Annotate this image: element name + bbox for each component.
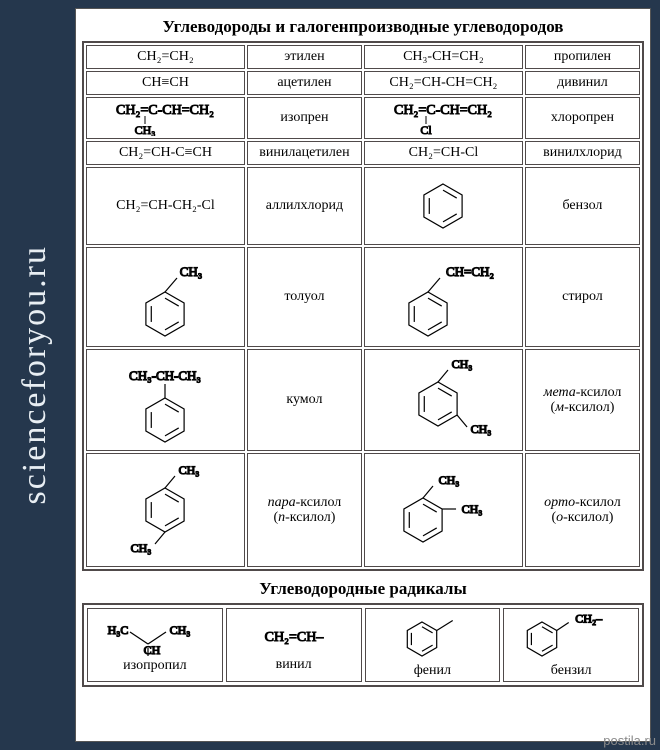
name-cell: дивинил: [525, 71, 640, 95]
name-cell: мета-ксилол(м-ксилол): [525, 349, 640, 451]
name-cell: стирол: [525, 247, 640, 347]
formula-cell: CH₂=C-CH=CH₂ CH₃: [86, 97, 245, 139]
radical-cell: CH₂=CH–винил: [226, 608, 362, 682]
formula-cell: [364, 167, 523, 245]
svg-text:H₃C: H₃C: [107, 623, 128, 637]
formula-cell: CH₂=CH-C≡CH: [86, 141, 245, 165]
svg-text:CH₃: CH₃: [462, 502, 483, 516]
formula-cell: CH₃: [86, 247, 245, 347]
svg-text:CH₂=CH–: CH₂=CH–: [264, 630, 324, 645]
formula-cell: CH₂=CH-Cl: [364, 141, 523, 165]
formula-cell: CH₂=CH-CH=CH₂: [364, 71, 523, 95]
formula-cell: CH₃-CH=CH₂: [364, 45, 523, 69]
svg-text:CH₃: CH₃: [439, 473, 460, 487]
formula-cell: CH₃ CH₃: [364, 349, 523, 451]
name-cell: бензол: [525, 167, 640, 245]
formula-cell: CH₂=CH-CH₂-Cl: [86, 167, 245, 245]
formula-cell: CH₃ CH₃: [364, 453, 523, 567]
hydrocarbons-table: CH₂=CH₂этиленCH₃-CH=CH₂пропилен CH≡CHацет…: [82, 41, 644, 571]
section-title-1: Углеводороды и галогенпроизводные углево…: [82, 17, 644, 37]
svg-text:CH₂=C-CH=CH₂: CH₂=C-CH=CH₂: [117, 103, 215, 118]
name-cell: винилацетилен: [247, 141, 362, 165]
svg-text:CH₂=C-CH=CH₂: CH₂=C-CH=CH₂: [394, 103, 492, 118]
svg-text:CH₃: CH₃: [180, 264, 203, 279]
formula-cell: CH₃ CH₃: [86, 453, 245, 567]
name-cell: аллилхлорид: [247, 167, 362, 245]
name-cell: толуол: [247, 247, 362, 347]
svg-text:CH₃: CH₃: [135, 123, 156, 136]
svg-text:CH₃: CH₃: [169, 623, 190, 637]
name-cell: ацетилен: [247, 71, 362, 95]
formula-cell: CH=CH₂: [364, 247, 523, 347]
radical-cell: фенил: [365, 608, 501, 682]
svg-text:CH₃: CH₃: [131, 541, 152, 555]
svg-text:CH₃-CH-CH₃: CH₃-CH-CH₃: [130, 368, 202, 383]
svg-text:CH₃: CH₃: [452, 357, 473, 371]
radical-cell: H₃C CH CH₃ изопропил: [87, 608, 223, 682]
formula-cell: CH≡CH: [86, 71, 245, 95]
radical-cell: CH₂– бензил: [503, 608, 639, 682]
svg-text:CH=CH₂: CH=CH₂: [446, 264, 494, 279]
name-cell: орто-ксилол(о-ксилол): [525, 453, 640, 567]
watermark: postila.ru: [603, 733, 656, 748]
radicals-table: H₃C CH CH₃ изопропилCH₂=CH–винил фенил C…: [82, 603, 644, 687]
main-panel: Углеводороды и галогенпроизводные углево…: [75, 8, 651, 742]
formula-cell: CH₃-CH-CH₃: [86, 349, 245, 451]
name-cell: этилен: [247, 45, 362, 69]
site-name: scienceforyou.ru: [16, 245, 54, 505]
sidebar: scienceforyou.ru: [0, 0, 70, 750]
name-cell: пара-ксилол(п-ксилол): [247, 453, 362, 567]
name-cell: кумол: [247, 349, 362, 451]
name-cell: изопрен: [247, 97, 362, 139]
svg-text:Cl: Cl: [421, 123, 433, 136]
formula-cell: CH₂=C-CH=CH₂ Cl: [364, 97, 523, 139]
svg-text:CH₂–: CH₂–: [575, 612, 603, 626]
name-cell: пропилен: [525, 45, 640, 69]
svg-text:CH: CH: [144, 643, 161, 657]
svg-text:CH₃: CH₃: [471, 422, 492, 436]
name-cell: хлоропрен: [525, 97, 640, 139]
section-title-2: Углеводородные радикалы: [82, 579, 644, 599]
formula-cell: CH₂=CH₂: [86, 45, 245, 69]
svg-text:CH₃: CH₃: [179, 463, 200, 477]
name-cell: винилхлорид: [525, 141, 640, 165]
